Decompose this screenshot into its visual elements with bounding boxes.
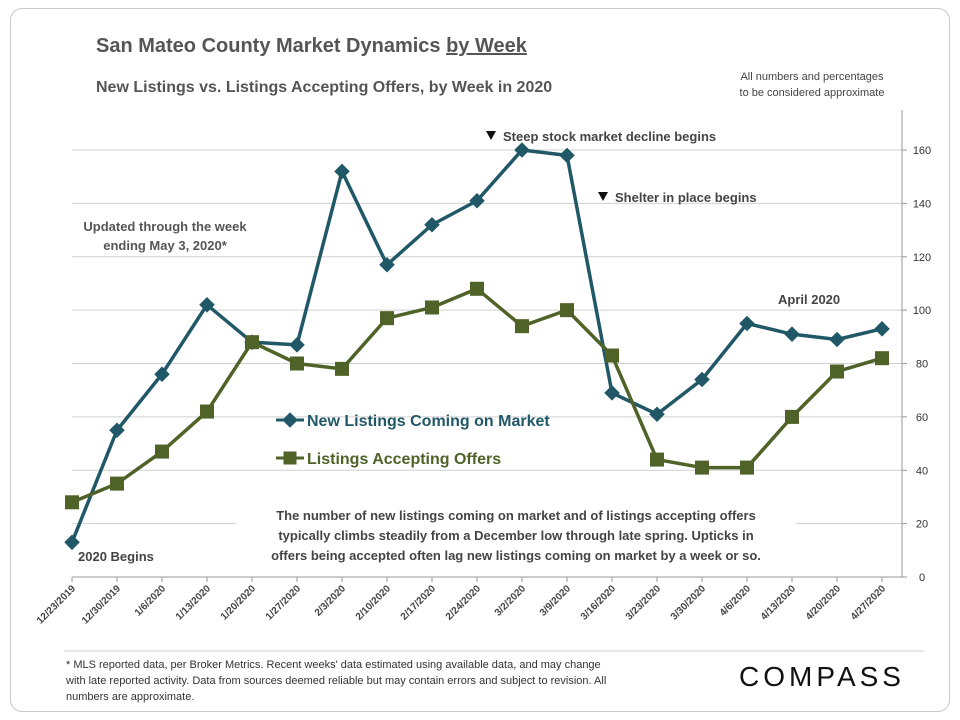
data-point-square <box>650 452 664 467</box>
data-point-square <box>425 300 439 315</box>
body-paragraph-background <box>236 502 796 570</box>
x-tick-label: 1/6/2020 <box>133 583 169 619</box>
legend-item-accepting-offers: Listings Accepting Offers <box>276 451 501 468</box>
data-point-square <box>65 495 79 510</box>
data-point-diamond <box>289 337 305 353</box>
data-point-square <box>695 460 709 475</box>
data-point-diamond <box>334 163 350 180</box>
x-tick-label: 3/30/2020 <box>669 583 709 623</box>
data-point-diamond <box>64 534 80 551</box>
data-point-diamond <box>469 192 485 209</box>
legend-square-marker <box>283 451 297 465</box>
x-tick-label: 12/30/2019 <box>80 583 123 626</box>
data-point-square <box>515 319 529 334</box>
body-line1: The number of new listings coming on mar… <box>276 508 756 523</box>
footnote-line2: with late reported activity. Data from s… <box>65 675 606 687</box>
annotation-april: April 2020 <box>778 292 840 307</box>
triangle-down-icon <box>486 131 496 140</box>
annotation-updated-line1: Updated through the week <box>83 219 247 234</box>
x-tick-label: 3/23/2020 <box>624 583 664 623</box>
legend-item-new-listings: New Listings Coming on Market <box>276 412 550 430</box>
data-point-diamond <box>199 297 215 313</box>
data-point-square <box>470 281 484 296</box>
slide-frame <box>10 8 950 712</box>
body-line3: offers being accepted often lag new list… <box>271 548 761 563</box>
x-tick-label: 3/2/2020 <box>493 583 529 619</box>
x-tick-label: 2/17/2020 <box>399 583 439 623</box>
body-line2: typically climbs steadily from a Decembe… <box>278 528 753 543</box>
y-tick-labels: 0 20 40 60 80 100 120 140 160 <box>913 145 931 584</box>
footnote-line3: numbers are approximate. <box>66 691 194 703</box>
x-tick-label: 3/9/2020 <box>538 583 574 619</box>
x-tick-label: 1/27/2020 <box>264 583 304 623</box>
data-point-square <box>290 356 304 371</box>
data-point-diamond <box>829 331 845 348</box>
legend-label-new-listings: New Listings Coming on Market <box>307 413 550 430</box>
chart-title: San Mateo County Market Dynamics by Week <box>96 35 528 57</box>
body-paragraph: The number of new listings coming on mar… <box>236 502 796 570</box>
data-point-square <box>740 460 754 475</box>
annotation-2020-begins: 2020 Begins <box>78 549 154 564</box>
x-tick-labels: 12/23/2019 12/30/2019 1/6/2020 1/13/2020 1/2… <box>35 577 888 627</box>
annotation-shelter: Shelter in place begins <box>615 190 757 205</box>
y-tick-label: 80 <box>916 359 928 371</box>
x-tick-label: 1/20/2020 <box>219 583 259 623</box>
data-point-square <box>785 409 799 424</box>
x-tick-label: 2/24/2020 <box>444 583 484 623</box>
data-point-diamond <box>604 385 620 401</box>
x-tick-label: 2/3/2020 <box>313 583 349 619</box>
x-tick-label: 2/10/2020 <box>354 583 394 623</box>
data-point-square <box>380 311 394 326</box>
y-tick-label: 160 <box>913 145 931 157</box>
legend: New Listings Coming on Market Listings A… <box>276 412 550 468</box>
data-point-diamond <box>559 147 575 164</box>
x-tick-label: 4/6/2020 <box>718 583 754 619</box>
data-point-square <box>605 348 619 363</box>
annotation-stock-decline: Steep stock market decline begins <box>503 129 716 144</box>
data-point-diamond <box>154 366 170 382</box>
gridlines <box>72 149 907 578</box>
data-point-square <box>830 364 844 379</box>
y-tick-label: 60 <box>916 412 928 424</box>
data-point-diamond <box>784 326 800 342</box>
legend-label-accepting-offers: Listings Accepting Offers <box>307 451 501 468</box>
data-point-square <box>110 476 124 491</box>
data-point-diamond <box>514 142 530 158</box>
y-tick-label: 20 <box>916 519 928 531</box>
y-tick-label: 40 <box>916 465 928 477</box>
data-point-square <box>335 361 349 376</box>
x-tick-label: 12/23/2019 <box>35 583 78 626</box>
series-line <box>70 148 883 543</box>
x-tick-label: 4/20/2020 <box>804 583 844 623</box>
data-point-diamond <box>874 321 890 337</box>
chart-subtitle: New Listings vs. Listings Accepting Offe… <box>96 79 552 96</box>
y-tick-label: 0 <box>919 572 925 584</box>
axes <box>72 110 903 578</box>
x-tick-label: 3/16/2020 <box>579 583 619 623</box>
data-point-square <box>155 444 169 459</box>
annotations: Updated through the week ending May 3, 2… <box>78 129 840 564</box>
x-tick-label: 4/13/2020 <box>759 583 799 623</box>
data-point-square <box>560 303 574 318</box>
data-point-diamond <box>424 216 440 233</box>
data-point-square <box>245 335 259 350</box>
y-tick-label: 140 <box>913 198 931 210</box>
legend-diamond-marker <box>282 412 298 428</box>
footnote: * MLS reported data, per Broker Metrics.… <box>65 659 606 703</box>
approx-note-line1: All numbers and percentages <box>740 71 884 83</box>
annotation-updated-line2: ending May 3, 2020* <box>103 238 227 253</box>
compass-logo: COMPASS <box>739 661 905 692</box>
approx-note-line2: to be considered approximate <box>740 87 885 99</box>
series-accepting-offers <box>65 281 889 510</box>
x-tick-label: 4/27/2020 <box>849 583 889 623</box>
data-point-square <box>200 404 214 419</box>
series-layer <box>64 142 890 551</box>
data-point-square <box>875 351 889 366</box>
triangle-down-icon <box>598 192 608 201</box>
y-tick-label: 100 <box>913 305 931 317</box>
footnote-line1: * MLS reported data, per Broker Metrics.… <box>66 659 601 671</box>
x-tick-label: 1/13/2020 <box>174 583 214 623</box>
y-tick-label: 120 <box>913 252 931 264</box>
